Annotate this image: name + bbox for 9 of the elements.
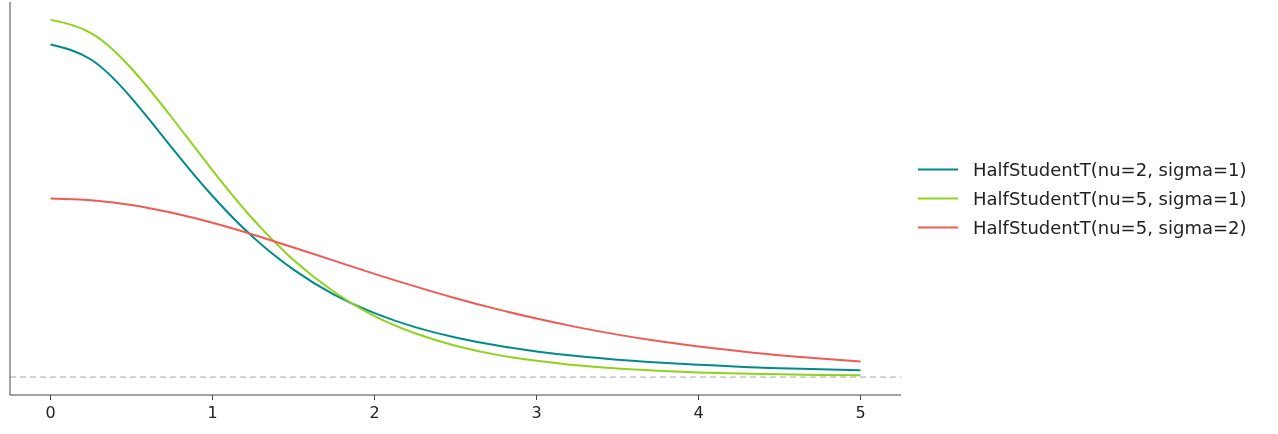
x-tick-label: 3 xyxy=(531,403,542,422)
legend-label: HalfStudentT(nu=5, sigma=2) xyxy=(973,216,1247,238)
x-tick-label: 4 xyxy=(693,403,704,422)
legend-label: HalfStudentT(nu=5, sigma=1) xyxy=(973,187,1247,209)
legend-label: HalfStudentT(nu=2, sigma=1) xyxy=(973,158,1247,180)
x-tick-label: 5 xyxy=(855,403,866,422)
x-tick-label: 2 xyxy=(369,403,380,422)
x-tick-label: 1 xyxy=(207,403,218,422)
x-tick-label: 0 xyxy=(45,403,56,422)
